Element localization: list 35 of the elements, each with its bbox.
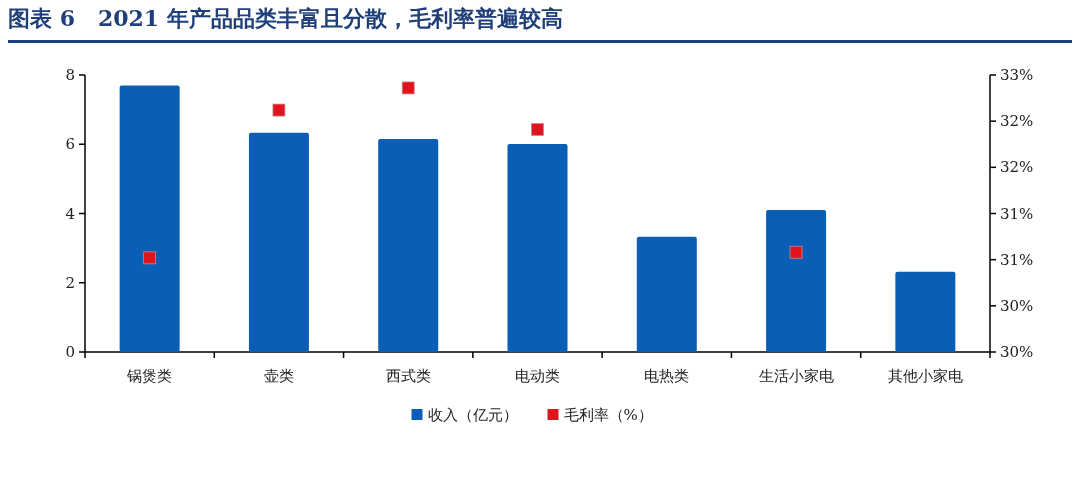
point <box>143 251 157 265</box>
point <box>789 245 803 259</box>
y2-tick-label: 32% <box>1000 112 1034 131</box>
x-tick-label: 电动类 <box>515 367 560 385</box>
x-tick-label: 生活小家电 <box>758 367 834 385</box>
y2-tick-label: 31% <box>1000 204 1034 223</box>
y2-tick-label: 31% <box>1000 250 1034 269</box>
x-tick-label: 锅煲类 <box>126 367 173 385</box>
bar <box>248 132 309 352</box>
x-tick-label: 壶类 <box>263 367 294 385</box>
bar <box>636 236 697 352</box>
x-tick-label: 其他小家电 <box>887 367 963 385</box>
bar <box>119 85 180 352</box>
y-tick-label: 4 <box>65 204 75 223</box>
bar <box>507 143 568 352</box>
chart-title: 图表 6 2021 年产品品类丰富且分散，毛利率普遍较高 <box>8 4 1072 43</box>
y2-tick-label: 30% <box>1000 343 1034 361</box>
legend-label: 收入（亿元） <box>427 406 518 424</box>
y-tick-label: 0 <box>65 343 75 361</box>
x-tick-label: 电热类 <box>644 367 690 385</box>
plot: 0 2 4 6 8 30% 30% 31% 31% 32% 32% 33% 锅煲类 壶类 西式类 电动类 电热类 生活小家电 其他小家电 <box>65 66 1034 385</box>
bar <box>378 139 439 352</box>
y2-tick-label: 33% <box>1000 66 1034 84</box>
point <box>272 103 286 117</box>
y-tick-label: 8 <box>65 66 75 84</box>
y2-tick-label: 32% <box>1000 158 1034 177</box>
x-tick-label: 西式类 <box>385 367 431 385</box>
bar <box>895 271 956 352</box>
legend-label: 毛利率（%） <box>563 406 653 424</box>
y-tick-label: 6 <box>65 135 75 154</box>
y2-tick-label: 30% <box>1000 296 1034 315</box>
y-tick-label: 2 <box>65 273 75 292</box>
bar <box>766 210 827 352</box>
point <box>401 81 415 95</box>
point <box>531 123 544 136</box>
